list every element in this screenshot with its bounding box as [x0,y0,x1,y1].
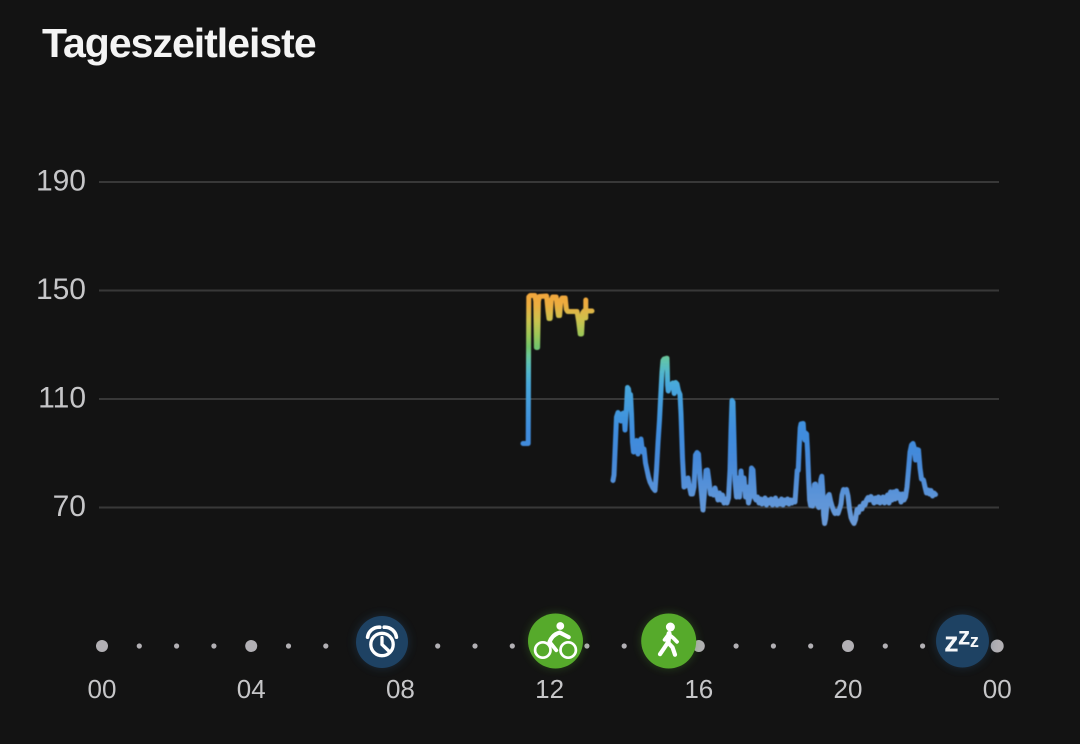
svg-text:110: 110 [38,382,86,415]
svg-text:16: 16 [684,674,713,704]
svg-text:20: 20 [834,674,863,704]
svg-text:12: 12 [535,674,564,704]
svg-text:04: 04 [237,674,266,704]
svg-text:08: 08 [386,674,415,704]
svg-text:150: 150 [36,273,86,306]
svg-text:190: 190 [36,165,86,198]
svg-text:00: 00 [983,674,1012,704]
svg-text:z: z [944,627,959,659]
svg-text:z: z [970,631,979,651]
svg-text:00: 00 [88,674,117,704]
svg-text:z: z [958,622,971,650]
svg-text:70: 70 [53,490,86,523]
